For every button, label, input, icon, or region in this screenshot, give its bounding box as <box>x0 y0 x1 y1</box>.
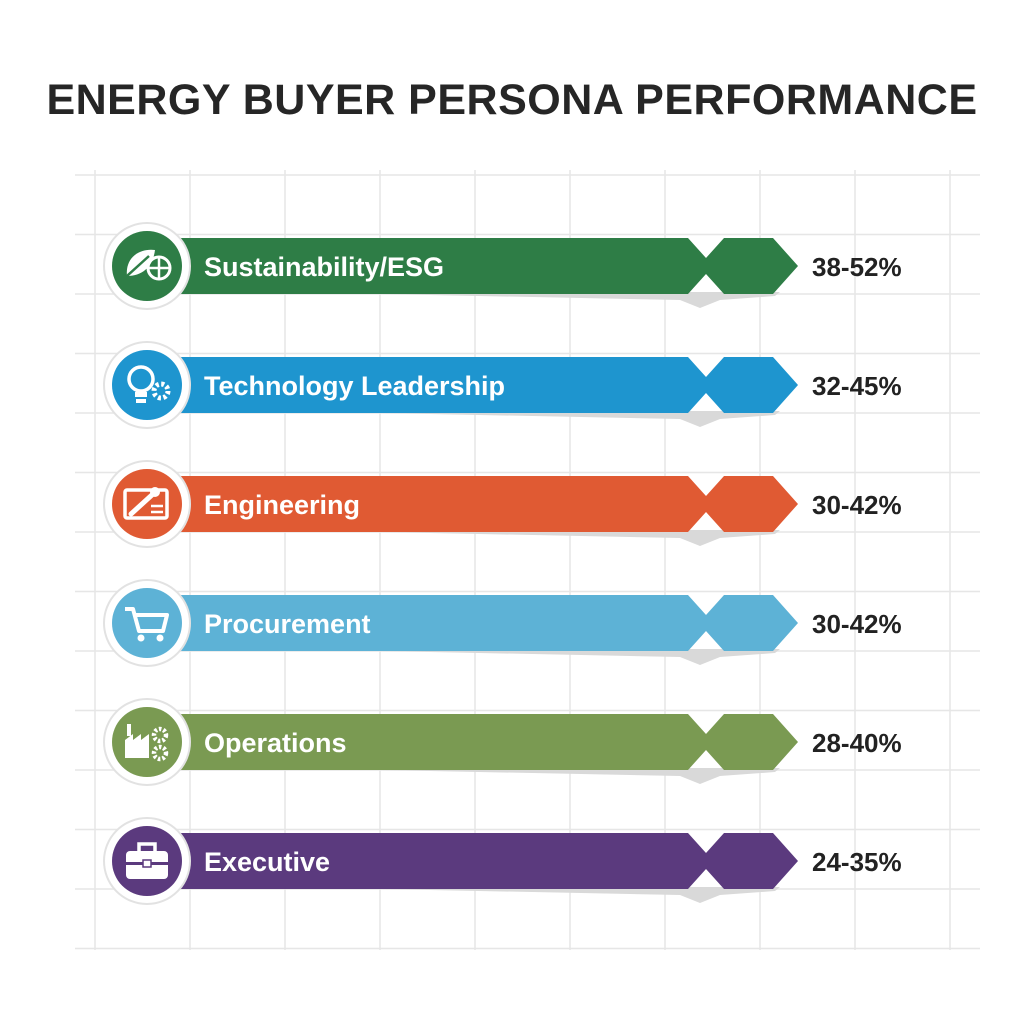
bar-shadow <box>180 885 780 903</box>
category-label: Procurement <box>204 609 371 639</box>
bar-shadow <box>180 528 780 546</box>
bar <box>165 595 798 651</box>
persona-row: Procurement 30-42% <box>103 579 902 667</box>
shopping-cart-icon <box>125 607 169 642</box>
persona-row: Executive 24-35% <box>103 817 902 905</box>
value-label: 30-42% <box>812 609 902 639</box>
bar <box>165 476 798 532</box>
value-label: 32-45% <box>812 371 902 401</box>
icon-badge <box>112 588 182 658</box>
briefcase-icon <box>126 842 168 879</box>
bar-shadow <box>180 766 780 784</box>
chart-rows: Sustainability/ESG 38-52% Technology Leade… <box>103 222 902 905</box>
value-label: 30-42% <box>812 490 902 520</box>
value-label: 24-35% <box>812 847 902 877</box>
value-label: 38-52% <box>812 252 902 282</box>
category-label: Technology Leadership <box>204 371 505 401</box>
bar-shadow <box>180 290 780 308</box>
value-label: 28-40% <box>812 728 902 758</box>
bar-shadow <box>180 647 780 665</box>
category-label: Sustainability/ESG <box>204 252 444 282</box>
factory-gears-icon <box>125 724 169 762</box>
bar <box>165 238 798 294</box>
bar <box>165 714 798 770</box>
category-label: Operations <box>204 728 347 758</box>
leaf-globe-icon <box>126 249 172 281</box>
category-label: Executive <box>204 847 330 877</box>
persona-row: Engineering 30-42% <box>103 460 902 548</box>
chart-title: ENERGY BUYER PERSONA PERFORMANCE <box>46 76 978 124</box>
wrench-blueprint-icon <box>123 487 169 520</box>
icon-badge <box>112 469 182 539</box>
icon-badge <box>112 350 182 420</box>
persona-row: Operations 28-40% <box>103 698 902 786</box>
bar <box>165 833 798 889</box>
bar-shadow <box>180 409 780 427</box>
lightbulb-gear-icon <box>127 365 171 403</box>
category-label: Engineering <box>204 490 360 520</box>
bar <box>165 357 798 413</box>
persona-row: Technology Leadership 32-45% <box>103 341 902 429</box>
persona-row: Sustainability/ESG 38-52% <box>103 222 902 310</box>
